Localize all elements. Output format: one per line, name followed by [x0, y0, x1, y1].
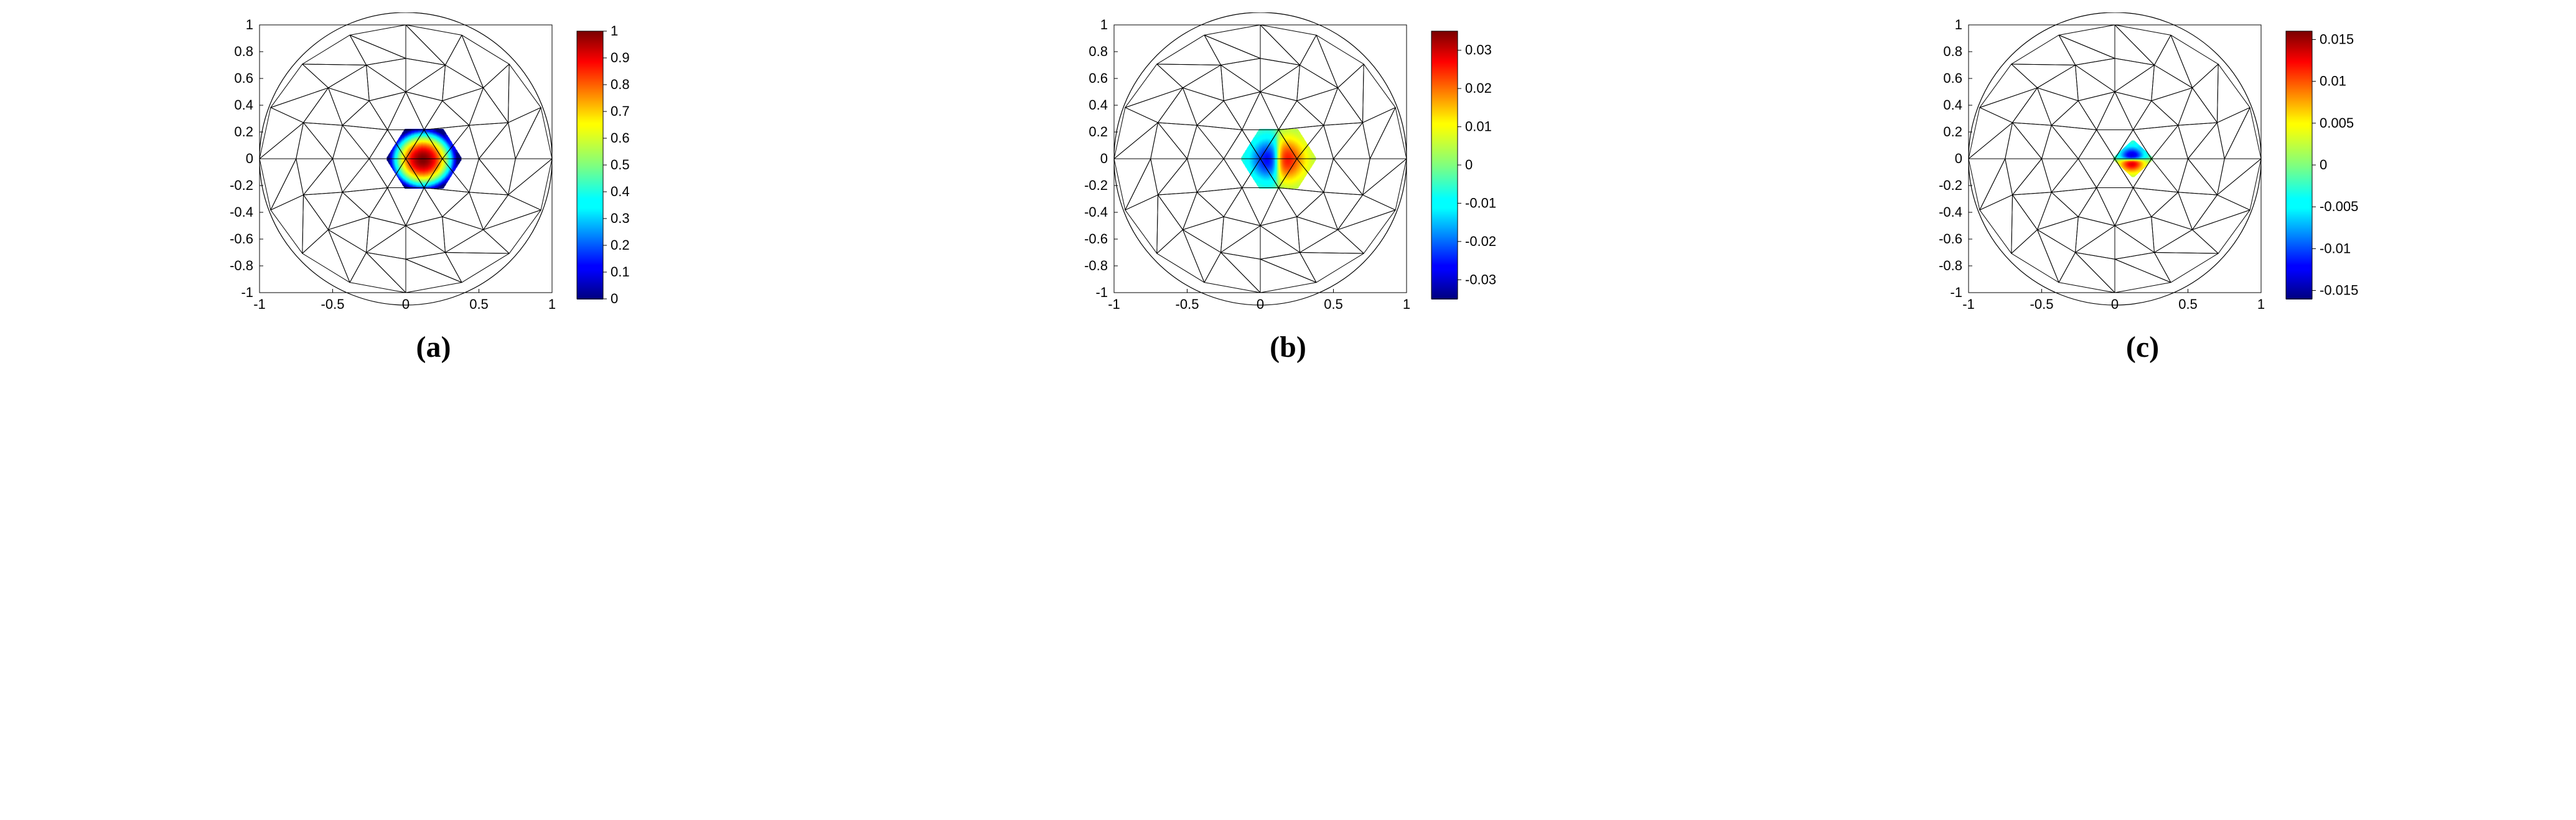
caption-b: (b): [1270, 330, 1306, 364]
colorbar-c: -0.015-0.01-0.00500.0050.010.015: [2274, 12, 2361, 324]
panel-b-inner: -1-0.500.51-1-0.8-0.6-0.4-0.200.20.40.60…: [1070, 12, 1506, 324]
panel-a-inner: -1-0.500.51-1-0.8-0.6-0.4-0.200.20.40.60…: [216, 12, 652, 324]
plot-a: -1-0.500.51-1-0.8-0.6-0.4-0.200.20.40.60…: [216, 12, 564, 324]
figure-row: -1-0.500.51-1-0.8-0.6-0.4-0.200.20.40.60…: [12, 12, 2564, 364]
caption-c: (c): [2126, 330, 2159, 364]
panel-b: -1-0.500.51-1-0.8-0.6-0.4-0.200.20.40.60…: [1070, 12, 1506, 364]
caption-a: (a): [416, 330, 451, 364]
plot-b: -1-0.500.51-1-0.8-0.6-0.4-0.200.20.40.60…: [1070, 12, 1419, 324]
plot-c: -1-0.500.51-1-0.8-0.6-0.4-0.200.20.40.60…: [1925, 12, 2274, 324]
colorbar-a: 00.10.20.30.40.50.60.70.80.91: [564, 12, 652, 324]
panel-a: -1-0.500.51-1-0.8-0.6-0.4-0.200.20.40.60…: [216, 12, 652, 364]
colorbar-b: -0.03-0.02-0.0100.010.020.03: [1419, 12, 1506, 324]
panel-c: -1-0.500.51-1-0.8-0.6-0.4-0.200.20.40.60…: [1925, 12, 2361, 364]
panel-c-inner: -1-0.500.51-1-0.8-0.6-0.4-0.200.20.40.60…: [1925, 12, 2361, 324]
